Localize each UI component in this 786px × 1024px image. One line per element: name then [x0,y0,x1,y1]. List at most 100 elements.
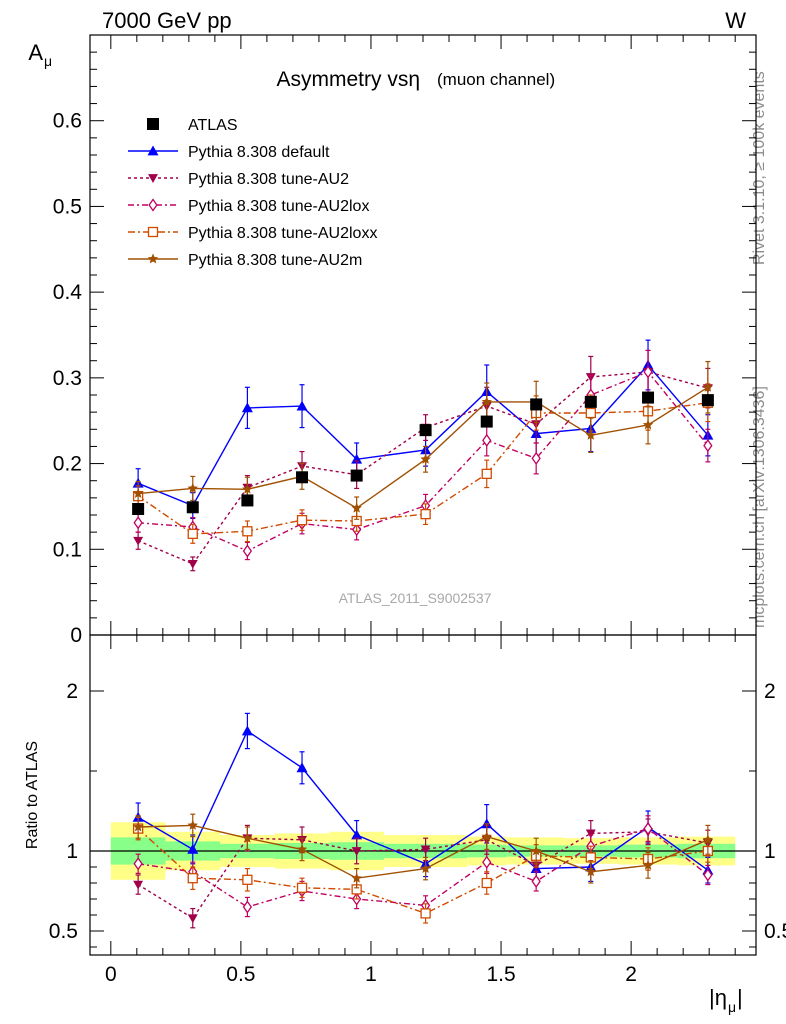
main-point [132,488,144,498]
main-y-tick-label: 0.2 [53,453,82,476]
main-point [241,402,253,413]
ratio-y-tick-label-right: 2 [764,680,776,703]
legend-marker [148,198,158,212]
main-point [186,501,199,514]
ratio-point [187,873,198,884]
main-title-text: Asymmetry vsη [276,68,420,91]
ratio-series-line [137,831,709,920]
main-point [702,381,714,392]
main-point [642,419,654,430]
x-axis-label-sub: μ [728,999,736,1015]
legend-marker [147,226,159,238]
ratio-y-tick-label: 1 [66,840,78,863]
main-point [187,528,198,540]
x-axis-label-close: | [737,985,743,1010]
legend-label: Pythia 8.308 tune-AU2lox [188,198,369,215]
ratio-point [481,831,492,841]
main-series-line [137,371,709,565]
main-point [350,469,363,482]
ratio-point [241,725,253,736]
main-point [242,544,253,558]
main-y-tick-label: 0.3 [53,367,82,390]
main-point [187,482,198,493]
ratio-point [530,845,542,856]
ratio-point [242,832,253,843]
main-y-axis-label-sub: μ [44,53,52,69]
header-right: W [725,8,746,33]
main-point [241,494,254,507]
legend-entry: ATLAS [147,117,238,134]
main-point [703,438,713,453]
main-y-tick-label: 0.5 [53,195,82,218]
main-y-axis-label: A [28,40,43,65]
ratio-point [420,863,431,873]
legend: ATLAS Pythia 8.308 default Pythia 8.308 tu… [128,117,377,269]
main-y-tick-label: 0 [70,624,82,647]
main-series [132,391,714,515]
main-y-tick-label: 0.4 [53,281,83,304]
ratio-point [133,880,144,890]
main-y-tick-label: 0.1 [53,538,82,561]
main-point [530,398,543,411]
ratio-point [585,866,596,877]
x-tick-label: 0 [105,963,117,986]
ratio-point [242,874,253,885]
legend-label: Pythia 8.308 tune-AU2loxx [188,225,377,242]
ratio-point [420,845,431,855]
main-point [420,508,431,520]
main-point [296,514,308,526]
main-point [420,453,431,464]
main-point [133,516,143,530]
mcplots-reference-label: mcplots.cern.ch [arXiv:1306.3436] [751,386,768,628]
main-point [531,451,541,466]
main-point [242,483,253,494]
main-point [584,395,597,408]
legend-label: Pythia 8.308 default [188,144,330,161]
ratio-point [643,821,653,836]
legend-entry: Pythia 8.308 tune-AU2lox [128,198,369,215]
ratio-point [296,882,308,893]
legend-marker [147,118,159,130]
main-point [242,526,253,537]
rivet-version-label: Rivet 3.1.10, ≥ 100k events [751,71,768,265]
main-point [585,407,596,419]
ratio-series [132,813,714,889]
ratio-point [703,868,713,882]
header-left: 7000 GeV pp [102,8,232,33]
ratio-y-tick-label: 2 [66,680,78,703]
x-tick-label: 1 [365,963,377,986]
ratio-point [482,855,492,869]
ratio-y-tick-label: 0.5 [49,920,78,943]
ratio-point [351,829,363,840]
ratio-y-tick-label-right: 1 [764,840,776,863]
main-title: Asymmetry vsη (muon channel) [276,68,555,91]
ratio-point [296,762,308,773]
legend-entry: Pythia 8.308 tune-AU2loxx [128,225,377,242]
main-series [132,383,714,544]
ratio-point [481,877,492,889]
main-point [480,415,493,428]
main-point [133,536,144,546]
ratio-point [351,872,362,883]
legend-entry: Pythia 8.308 tune-AU2 [128,171,349,188]
main-point [481,468,492,480]
ratio-point [187,843,199,854]
main-point [187,560,198,569]
main-series-line [138,386,709,509]
ratio-point [187,819,198,830]
ratio-point [133,857,143,871]
ratio-panel: 0 0.5 1 1.5 2 0.5 0.5 1 1 2 2 [49,634,786,986]
main-y-tick-label: 0.6 [53,110,82,133]
main-point [132,503,145,515]
ratio-point [420,908,431,919]
legend-label: ATLAS [188,117,238,134]
main-point [419,424,432,437]
ratio-y-tick-label-right: 0.5 [764,920,786,943]
x-tick-label: 1.5 [486,963,515,986]
ratio-series-line [137,827,709,908]
main-point [296,400,308,411]
x-axis-label-main: |η [709,985,727,1010]
main-title-subtitle: (muon channel) [437,70,555,89]
analysis-watermark: ATLAS_2011_S9002537 [339,590,492,606]
